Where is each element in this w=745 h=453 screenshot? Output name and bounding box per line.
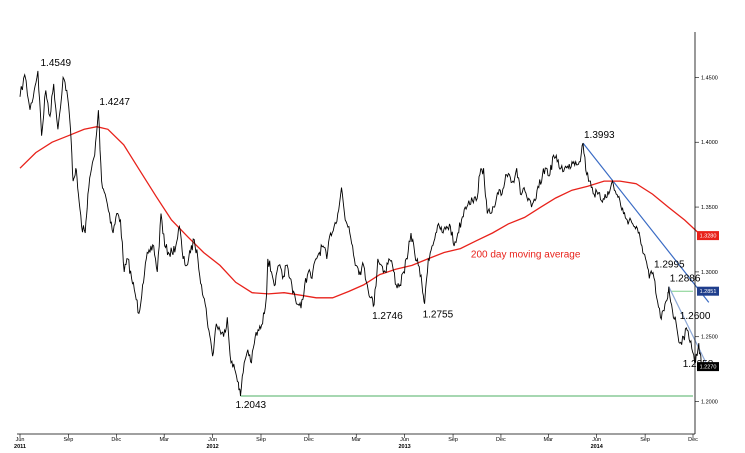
x-tick-label: Mar [544,437,554,443]
x-year-label: 2012 [206,444,218,450]
x-axis-ticks: Jun Sep Dec Mar Jun Sep Dec Mar Jun Sep Dec Mar Jun S… [14,434,698,450]
y-axis-ticks: 1.4500 1.4000 1.3500 1.3000 1.2500 1.2000 [695,75,718,406]
price-annotation: 1.2995 [654,260,685,271]
price-annotation: 1.2746 [372,311,403,322]
value-tag-label: 1.2851 [700,289,717,295]
x-tick-label: Mar [351,437,361,443]
moving-average-line [19,126,702,299]
price-annotation: 1.2755 [423,310,454,321]
x-tick-label: Mar [159,437,169,443]
trendlines [582,142,710,369]
x-tick-label: Jun [208,437,217,443]
trendline [668,286,710,369]
value-tag-box [697,231,719,241]
value-tag-label: 1.2270 [700,365,717,371]
horizontal-lines [240,290,693,397]
x-tick-label: Sep [640,437,650,443]
x-tick-label: Dec [688,437,698,443]
price-annotation: 1.3993 [584,130,615,141]
y-tick-label: 1.4000 [701,140,718,146]
price-line [19,70,702,397]
value-tags: 1.3280 1.2851 1.2270 [697,231,719,372]
y-tick-label: 1.4500 [701,75,718,81]
x-year-label: 2014 [591,444,604,450]
x-tick-label: Jun [16,437,25,443]
moving-average-label: 200 day moving average [471,250,581,261]
x-tick-label: Dec [111,437,121,443]
x-tick-label: Sep [256,437,266,443]
x-tick-label: Dec [304,437,314,443]
value-tag-label: 1.3280 [700,234,717,240]
x-year-label: 2011 [14,444,26,450]
price-annotation: 1.2043 [236,400,267,411]
x-year-label: 2013 [398,444,410,450]
value-tag-box [697,286,719,296]
x-tick-label: Jun [400,437,409,443]
y-tick-label: 1.2000 [701,400,718,406]
value-tag-box [697,362,719,372]
price-annotation: 1.4247 [99,97,130,108]
price-annotation: 1.4549 [41,58,72,69]
trendline [582,142,710,303]
x-tick-label: Sep [64,437,74,443]
x-tick-label: Sep [448,437,458,443]
price-annotation: 1.2886 [670,274,701,285]
y-tick-label: 1.2500 [701,335,718,341]
x-tick-label: Dec [496,437,506,443]
y-tick-label: 1.3500 [701,205,718,211]
y-tick-label: 1.3000 [701,270,718,276]
x-tick-label: Jun [592,437,601,443]
